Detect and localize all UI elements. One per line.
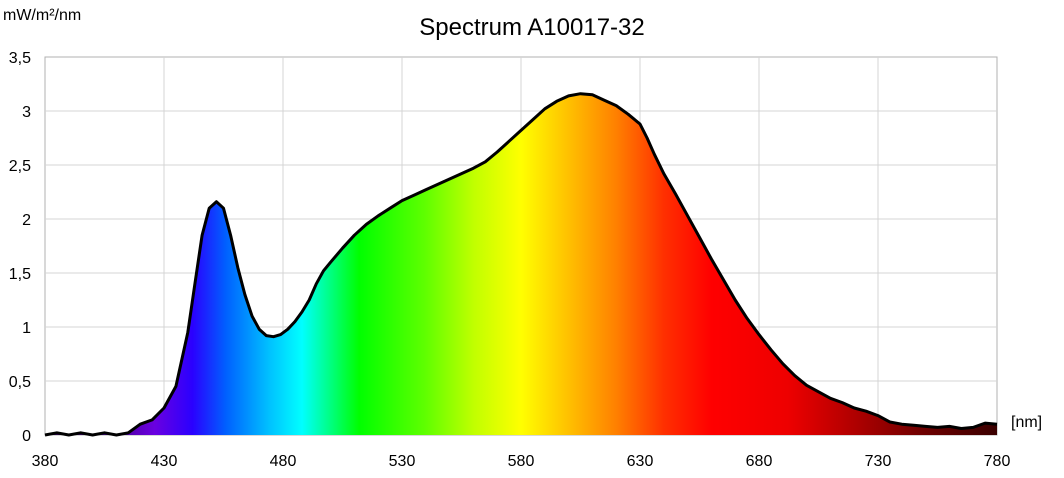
chart-title: Spectrum A10017-32	[419, 14, 644, 41]
x-axis-unit: [nm]	[1011, 414, 1042, 431]
y-tick-label: 3,5	[9, 50, 31, 67]
x-tick-label: 580	[508, 453, 535, 470]
x-tick-label: 380	[32, 453, 59, 470]
x-tick-label: 430	[151, 453, 178, 470]
x-tick-label: 530	[389, 453, 416, 470]
y-tick-labels: 0 0,5 1 1,5 2 2,5 3 3,5	[9, 50, 31, 445]
spectrum-area	[45, 93, 997, 435]
y-tick-label: 2	[22, 212, 31, 229]
y-tick-label: 0,5	[9, 374, 31, 391]
y-tick-label: 3	[22, 104, 31, 121]
x-tick-label: 730	[865, 453, 892, 470]
y-tick-label: 2,5	[9, 158, 31, 175]
x-tick-labels: 380 430 480 530 580 630 680 730 780	[32, 453, 1011, 470]
x-tick-label: 780	[984, 453, 1011, 470]
y-axis-unit: mW/m²/nm	[3, 7, 81, 24]
y-tick-label: 1,5	[9, 266, 31, 283]
spectrum-line	[44, 92, 998, 437]
x-tick-label: 680	[746, 453, 773, 470]
y-tick-label: 0	[22, 428, 31, 445]
x-tick-label: 480	[270, 453, 297, 470]
x-tick-label: 630	[627, 453, 654, 470]
y-tick-label: 1	[22, 320, 31, 337]
